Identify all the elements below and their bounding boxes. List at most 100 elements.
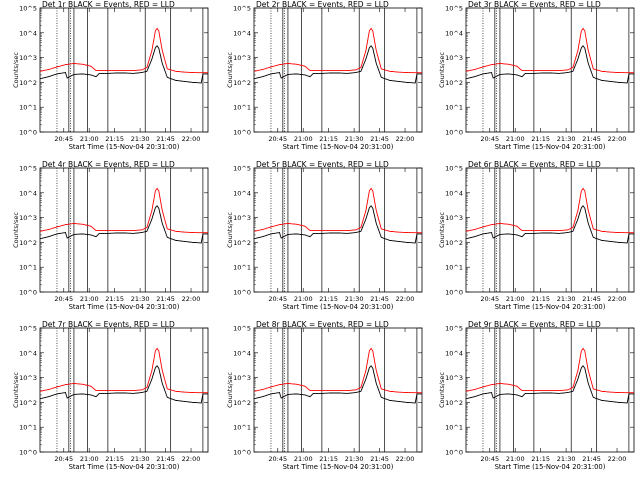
x-tick-label: 21:45 (582, 455, 601, 463)
x-axis-label: Start Time (15-Nov-04 20:31:00) (495, 143, 606, 151)
y-tick-label: 10^4 (233, 189, 251, 197)
y-tick-label: 10^2 (233, 79, 251, 87)
y-tick-label: 10^4 (233, 29, 251, 37)
x-tick-label: 22:00 (182, 295, 201, 303)
y-tick-label: 10^1 (445, 104, 463, 112)
y-tick-label: 10^1 (19, 424, 37, 432)
y-tick-label: 10^2 (445, 79, 463, 87)
x-tick-label: 21:30 (345, 455, 364, 463)
x-axis-label: Start Time (15-Nov-04 20:31:00) (495, 303, 606, 311)
x-tick-label: 22:00 (182, 455, 201, 463)
chart-title: Det 7r BLACK = Events, RED = LLD (42, 320, 175, 329)
x-tick-label: 21:15 (105, 135, 124, 143)
x-tick-label: 21:30 (131, 455, 150, 463)
y-tick-label: 10^4 (233, 349, 251, 357)
chart-panel-8: Det 8r BLACK = Events, RED = LLD 10^0 10^1… (226, 320, 423, 471)
x-axis-label: Start Time (15-Nov-04 20:31:00) (69, 303, 180, 311)
y-tick-label: 10^4 (19, 29, 37, 37)
series-line-lld (465, 187, 634, 234)
chart-panel-5: Det 5r BLACK = Events, RED = LLD 10^0 10^1… (226, 160, 423, 311)
plot-frame (39, 327, 209, 453)
x-tick-label: 21:45 (582, 135, 601, 143)
y-axis-label: Counts/sec (12, 212, 20, 248)
plot-frame (253, 327, 423, 453)
y-tick-label: 10^1 (445, 424, 463, 432)
y-tick-label: 10^2 (233, 239, 251, 247)
x-tick-label: 22:00 (396, 295, 415, 303)
x-tick-label: 22:00 (396, 455, 415, 463)
x-tick-label: 20:45 (54, 455, 73, 463)
x-tick-label: 21:30 (131, 295, 150, 303)
x-tick-label: 21:00 (294, 295, 313, 303)
y-axis-label: Counts/sec (438, 212, 446, 248)
x-tick-label: 21:00 (506, 455, 525, 463)
x-tick-label: 21:45 (582, 295, 601, 303)
series-line-events (465, 205, 634, 244)
y-tick-label: 10^2 (19, 79, 37, 87)
x-tick-label: 21:45 (156, 295, 175, 303)
x-axis-label: Start Time (15-Nov-04 20:31:00) (283, 463, 394, 471)
y-axis-label: Counts/sec (12, 372, 20, 408)
series-line-events (465, 45, 634, 84)
plot-frame (465, 327, 635, 453)
chart-title: Det 8r BLACK = Events, RED = LLD (256, 320, 389, 329)
y-tick-label: 10^3 (445, 54, 463, 62)
y-tick-label: 10^3 (19, 54, 37, 62)
y-tick-label: 10^3 (19, 214, 37, 222)
x-tick-label: 20:45 (480, 295, 499, 303)
y-tick-label: 10^0 (233, 129, 251, 137)
y-tick-label: 10^5 (19, 165, 37, 173)
y-tick-label: 10^5 (445, 165, 463, 173)
y-tick-label: 10^5 (19, 325, 37, 333)
x-tick-label: 21:45 (156, 135, 175, 143)
y-tick-label: 10^1 (19, 264, 37, 272)
x-tick-label: 21:45 (370, 135, 389, 143)
y-tick-label: 10^4 (445, 189, 463, 197)
x-tick-label: 20:45 (268, 135, 287, 143)
y-tick-label: 10^5 (445, 325, 463, 333)
y-tick-label: 10^1 (233, 424, 251, 432)
y-tick-label: 10^1 (233, 104, 251, 112)
y-tick-label: 10^0 (19, 449, 37, 457)
y-tick-label: 10^4 (445, 349, 463, 357)
x-tick-label: 21:15 (531, 455, 550, 463)
chart-title: Det 6r BLACK = Events, RED = LLD (468, 160, 601, 169)
x-tick-label: 21:15 (105, 455, 124, 463)
x-tick-label: 21:00 (294, 135, 313, 143)
x-axis-label: Start Time (15-Nov-04 20:31:00) (283, 303, 394, 311)
x-tick-label: 21:30 (557, 455, 576, 463)
series-line-lld (253, 347, 422, 394)
y-tick-label: 10^3 (233, 214, 251, 222)
y-tick-label: 10^1 (445, 264, 463, 272)
chart-title: Det 4r BLACK = Events, RED = LLD (42, 160, 175, 169)
plot-frame (465, 7, 635, 133)
x-tick-label: 22:00 (608, 295, 627, 303)
y-tick-label: 10^4 (19, 189, 37, 197)
series-line-events (253, 45, 422, 84)
y-tick-label: 10^3 (233, 54, 251, 62)
y-tick-label: 10^5 (233, 165, 251, 173)
y-tick-label: 10^2 (19, 239, 37, 247)
chart-title: Det 1r BLACK = Events, RED = LLD (42, 0, 175, 9)
series-line-events (465, 365, 634, 404)
chart-title: Det 5r BLACK = Events, RED = LLD (256, 160, 389, 169)
y-axis-label: Counts/sec (226, 372, 234, 408)
chart-panel-9: Det 9r BLACK = Events, RED = LLD 10^0 10^1… (438, 320, 635, 471)
y-tick-label: 10^4 (445, 29, 463, 37)
y-tick-label: 10^2 (445, 399, 463, 407)
series-line-lld (465, 27, 634, 74)
x-tick-label: 21:00 (506, 135, 525, 143)
x-tick-label: 21:00 (80, 135, 99, 143)
y-tick-label: 10^5 (445, 5, 463, 13)
x-tick-label: 22:00 (182, 135, 201, 143)
x-tick-label: 21:30 (345, 295, 364, 303)
y-tick-label: 10^1 (233, 264, 251, 272)
x-tick-label: 22:00 (396, 135, 415, 143)
y-tick-label: 10^3 (445, 214, 463, 222)
y-axis-label: Counts/sec (12, 52, 20, 88)
x-tick-label: 21:30 (557, 295, 576, 303)
plot-frame (39, 7, 209, 133)
x-tick-label: 21:30 (131, 135, 150, 143)
chart-title: Det 2r BLACK = Events, RED = LLD (256, 0, 389, 9)
